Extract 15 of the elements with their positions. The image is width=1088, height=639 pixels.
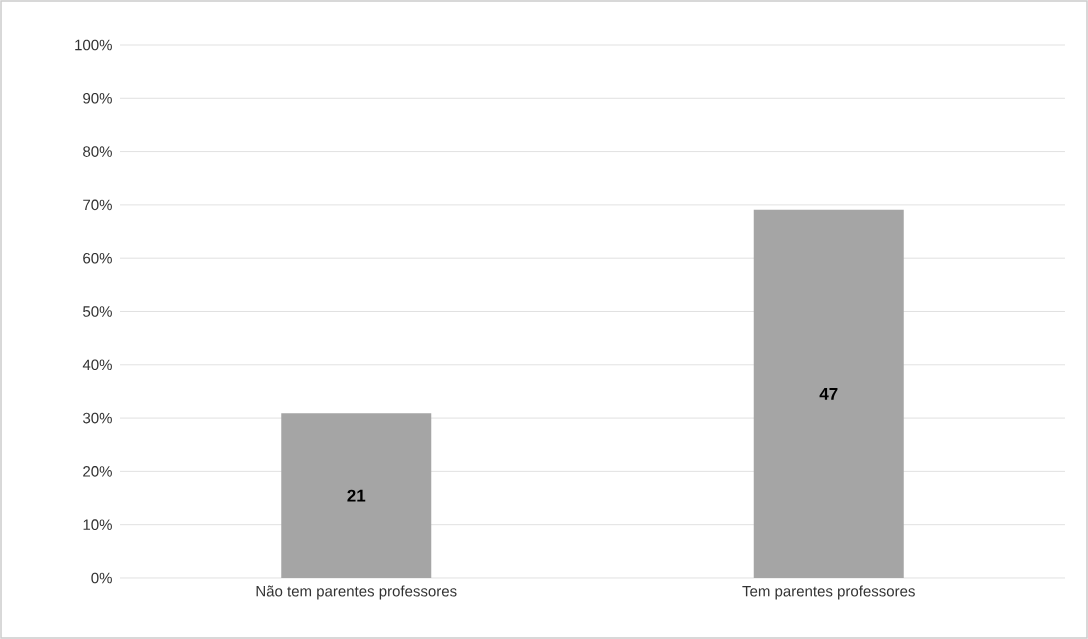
y-tick-label: 50% bbox=[83, 306, 112, 317]
y-tick-label: 10% bbox=[83, 519, 112, 530]
y-tick-label: 80% bbox=[83, 146, 112, 157]
annotation: 21 bbox=[347, 489, 366, 502]
annotation: 47 bbox=[819, 387, 838, 400]
y-tick-label: 20% bbox=[83, 466, 112, 477]
y-tick-label: 70% bbox=[83, 199, 112, 211]
y-tick-label: 30% bbox=[83, 412, 112, 424]
y-tick-label: 40% bbox=[82, 359, 112, 371]
x-tick-label: Tem parentes professores bbox=[742, 585, 915, 600]
y-tick-label: 100% bbox=[75, 39, 112, 51]
y-tick-label: 90% bbox=[83, 92, 112, 104]
y-tick-label: 0% bbox=[91, 572, 112, 584]
x-tick-label: Não tem parentes professores bbox=[256, 585, 457, 600]
y-tick-label: 60% bbox=[83, 252, 112, 264]
